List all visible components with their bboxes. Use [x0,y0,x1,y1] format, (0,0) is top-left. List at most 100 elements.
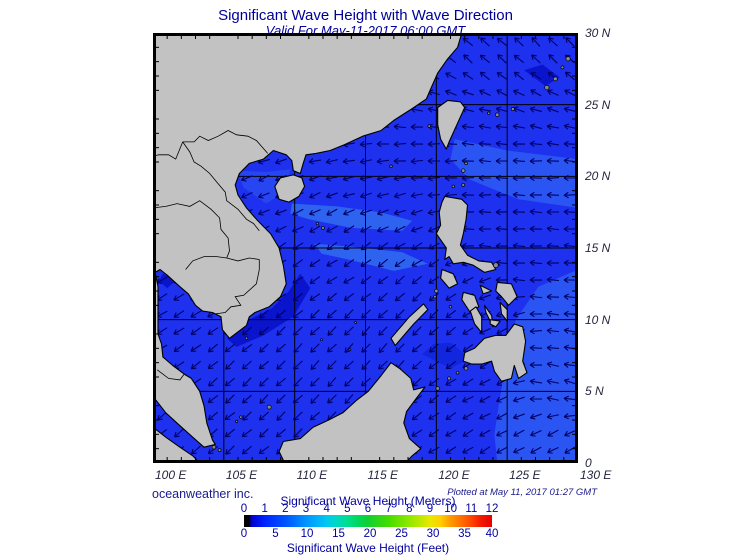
wave-arrow [411,343,422,353]
wave-arrow [309,225,321,233]
wave-arrow [412,292,422,302]
wave-arrow [378,326,388,336]
wave-height-patch [158,273,178,289]
wave-height-patch [290,203,413,231]
legend-colorbar-gradient [244,515,492,527]
wave-arrow [461,123,475,130]
land-sumatra [153,426,201,463]
small-island [495,112,500,117]
legend-meters-tick: 1 [261,503,268,515]
small-island [464,161,468,166]
wave-arrow [512,396,525,403]
wave-arrow [529,310,542,318]
wave-arrow [190,360,202,370]
legend-meters-tick: 6 [364,503,372,515]
wave-arrow [344,377,354,387]
wave-arrow [529,293,543,300]
wave-arrow [497,54,507,64]
wave-arrow [463,54,473,64]
land-palawan [390,303,429,347]
wave-arrow [343,292,355,302]
wave-arrow [359,192,372,199]
wave-arrow [258,174,270,182]
wave-arrow [445,395,457,403]
wave-arrow [428,412,440,420]
wave-arrow [546,327,560,334]
wave-arrow [546,293,560,301]
y-axis-label: 0 [585,456,592,470]
wave-arrow [428,394,440,404]
wave-arrow [546,413,559,420]
wave-arrow [427,175,441,182]
wave-arrow [495,106,508,113]
wave-arrow [393,209,406,216]
wave-arrow [478,191,492,199]
wave-arrow [563,413,577,420]
wave-arrow [393,192,406,199]
wave-arrow [393,123,407,130]
y-axis-label: 30 N [585,26,611,40]
wave-arrow [241,445,252,455]
wave-arrow [292,208,304,216]
wave-arrow [327,377,337,388]
wave-arrow [343,209,355,216]
wave-arrow [529,413,542,420]
wave-arrow [444,157,458,165]
small-island [461,168,466,173]
wave-arrow [462,395,474,403]
wave-arrow [173,310,185,318]
wave-arrow [531,54,541,64]
wave-arrow [496,412,508,420]
wave-arrow [478,208,492,216]
wave-arrow [529,140,543,147]
wave-arrow [531,37,541,47]
wave-arrow [513,54,525,64]
wave-arrow [326,276,338,284]
wave-arrow [546,378,559,385]
wave-arrow [378,343,388,354]
wave-arrow [191,445,201,455]
wave-arrow [529,344,543,352]
wave-arrow [393,141,407,148]
wave-arrow [445,309,457,319]
wave-arrow [563,361,577,368]
small-island [217,448,222,452]
small-island [266,404,272,410]
wave-arrow [462,412,474,420]
wave-arrow [462,276,474,284]
wave-arrow [207,411,218,421]
legend-meters-tick: 0 [240,503,248,515]
wave-arrow [563,106,576,113]
wave-arrow [293,326,303,336]
small-island [239,415,243,419]
wave-arrow [514,37,524,47]
wave-arrow [327,394,337,404]
wave-arrow [293,411,303,421]
wave-arrow [276,411,286,421]
wave-arrow [529,395,542,403]
wave-arrow [293,377,303,387]
wave-arrow [478,294,491,301]
wave-arrow [394,259,406,267]
wave-arrow [512,174,526,182]
wave-arrow [293,343,303,353]
wave-arrow [529,174,543,182]
small-island [354,321,357,324]
wave-arrow [276,394,286,404]
wave-arrow [410,209,423,216]
wave-arrow [478,242,492,249]
small-island [315,222,319,226]
small-island [447,376,452,381]
country-border [182,141,260,232]
wave-arrow [427,140,441,148]
wave-arrow [479,54,491,64]
wave-arrow [563,157,577,164]
wave-arrow [344,309,354,319]
wave-arrow [360,275,372,285]
small-island [510,107,515,111]
wave-arrow [242,360,252,370]
wave-arrow [342,158,356,165]
wave-arrow [564,429,576,437]
country-border [182,130,269,154]
wave-arrow [292,276,304,284]
